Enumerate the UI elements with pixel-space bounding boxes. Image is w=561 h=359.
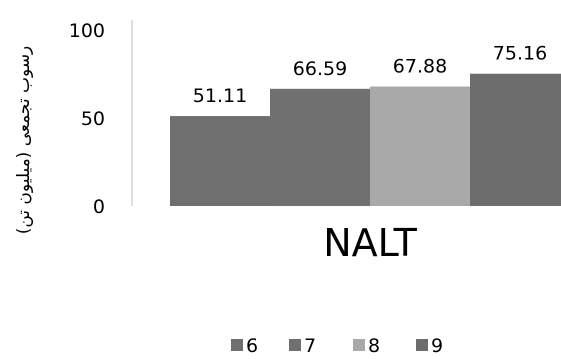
legend-label-7: 7 [304,335,316,357]
y-axis-title: رسوب تجمعی (میلیون تن) [14,46,34,235]
legend-swatch-6 [231,339,243,351]
y-tick-label: 100 [69,20,105,42]
data-labels: 51.11 66.59 67.88 75.16 [193,43,547,107]
legend-label-9: 9 [431,335,443,357]
y-axis-ticks: 0 50 100 [69,20,105,218]
legend-swatch-9 [416,339,428,351]
data-label-series-6: 51.11 [193,85,247,107]
legend-swatch-7 [289,339,301,351]
data-label-series-7: 66.59 [293,58,347,80]
bar-series-6 [170,116,270,206]
bar-series-7 [270,88,370,206]
category-labels: NALT [323,221,417,265]
y-axis-title-text: رسوب تجمعی (میلیون تن) [14,46,34,235]
legend-swatch-8 [353,339,365,351]
bars [170,73,561,206]
legend: 6 7 8 9 [231,335,443,357]
category-label: NALT [323,221,417,265]
y-tick-label: 50 [81,108,105,130]
bar-series-8 [370,86,470,206]
y-tick-label: 0 [93,196,105,218]
legend-label-6: 6 [246,335,258,357]
data-label-series-9: 75.16 [493,43,547,65]
bar-series-9 [470,73,561,206]
legend-label-8: 8 [368,335,380,357]
data-label-series-8: 67.88 [393,56,447,78]
